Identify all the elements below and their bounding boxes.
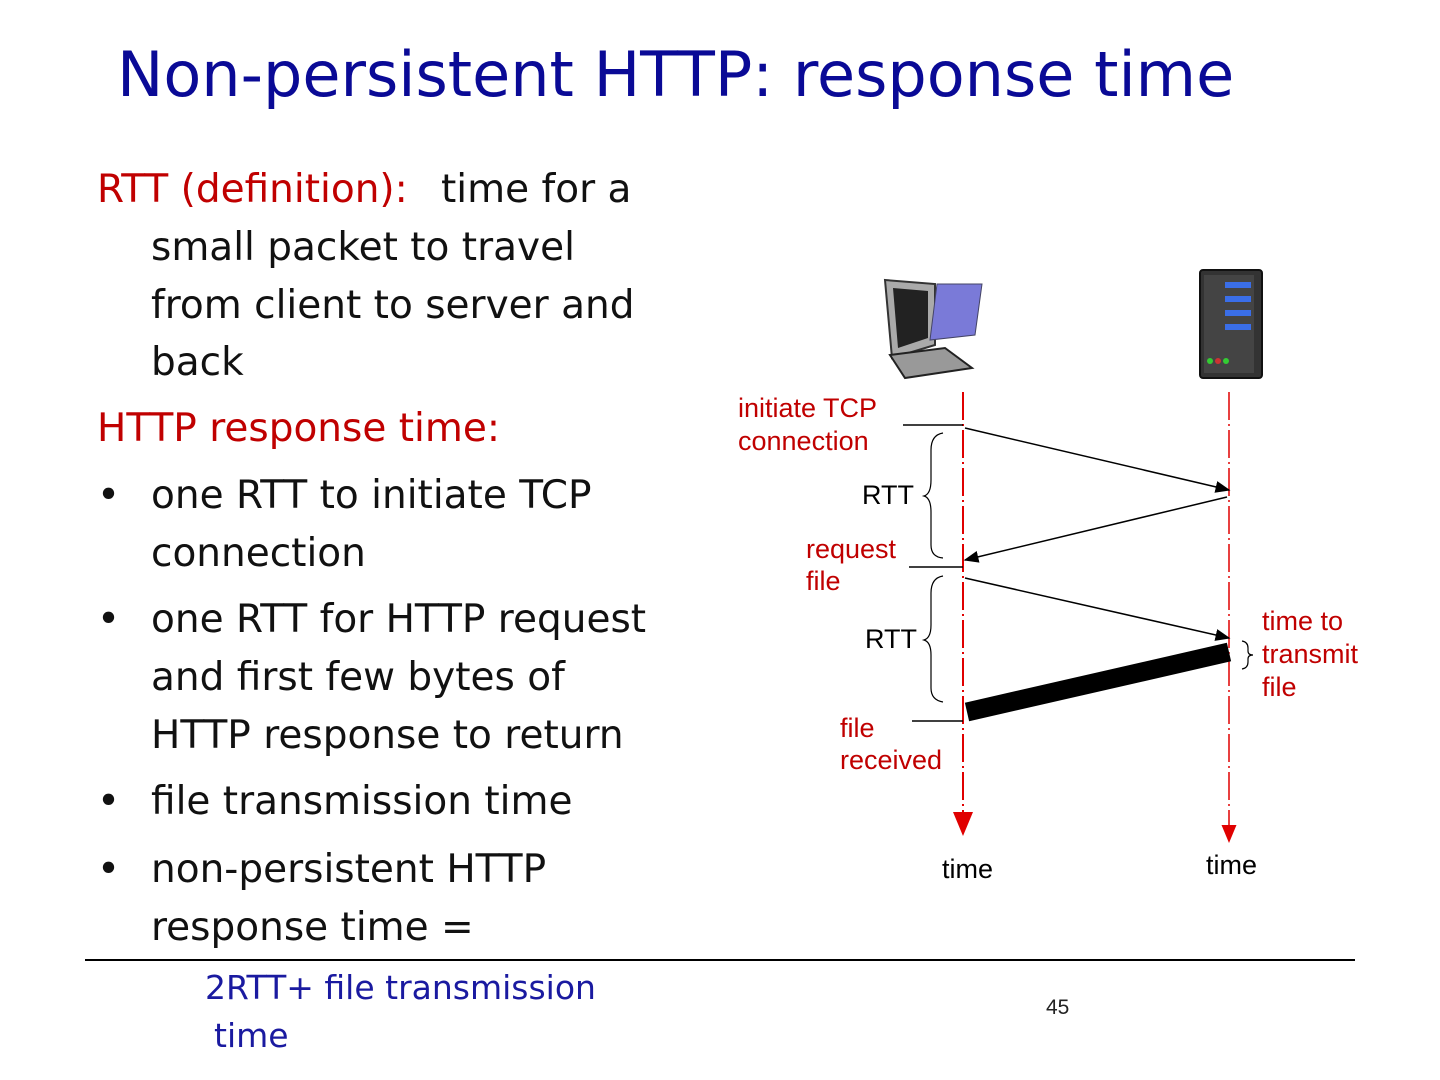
rtt-label: RTT xyxy=(862,480,914,510)
diagram-label: initiate TCP xyxy=(738,393,878,423)
rtt-label: RTT xyxy=(865,624,917,654)
diagram-label: time to xyxy=(1262,606,1344,636)
diagram-label: connection xyxy=(738,426,869,456)
brace xyxy=(921,432,944,559)
client-icon xyxy=(883,278,983,380)
file-transfer xyxy=(964,642,1232,722)
slide-title: Non-persistent HTTP: response time xyxy=(117,38,1235,111)
bullet-text: HTTP response to return xyxy=(151,713,624,758)
brace xyxy=(1241,640,1254,670)
diagram-label: file xyxy=(806,566,841,596)
time-label: time xyxy=(1206,850,1258,880)
bullet-text: file transmission time xyxy=(151,779,573,824)
definition-term: RTT (definition): xyxy=(97,167,408,212)
diagram-label: transmit xyxy=(1262,639,1359,669)
definition-text: back xyxy=(151,340,244,385)
bullet-dot: • xyxy=(97,779,121,824)
bullet-dot: • xyxy=(97,597,121,642)
bullet-text: non-persistent HTTP xyxy=(151,847,547,892)
definition-text: small packet to travel xyxy=(151,225,575,270)
page-number: 45 xyxy=(1046,996,1070,1019)
bullet-text: response time = xyxy=(151,905,474,950)
definition-text: from client to server and xyxy=(151,283,635,328)
diagram-label: received xyxy=(840,745,943,775)
brace xyxy=(921,575,944,703)
section-heading: HTTP response time: xyxy=(97,406,500,451)
formula: time xyxy=(214,1016,289,1055)
synack-arrow xyxy=(963,496,1228,563)
diagram-label: file xyxy=(840,713,875,743)
syn-arrow xyxy=(964,427,1231,493)
server-icon xyxy=(1199,269,1263,379)
bullet-text: and first few bytes of xyxy=(151,655,565,700)
formula: 2RTT+ file transmission xyxy=(205,968,596,1007)
bullet-text: one RTT for HTTP request xyxy=(151,597,647,642)
bullet-text: connection xyxy=(151,531,366,576)
bullet-text: one RTT to initiate TCP xyxy=(151,473,592,518)
diagram-label: request xyxy=(806,534,897,564)
diagram-label: file xyxy=(1262,672,1297,702)
bullet-dot: • xyxy=(97,473,121,518)
request-arrow xyxy=(964,577,1231,641)
time-label: time xyxy=(942,854,994,884)
definition-text: time for a xyxy=(441,167,632,212)
bullet-dot: • xyxy=(97,847,121,892)
